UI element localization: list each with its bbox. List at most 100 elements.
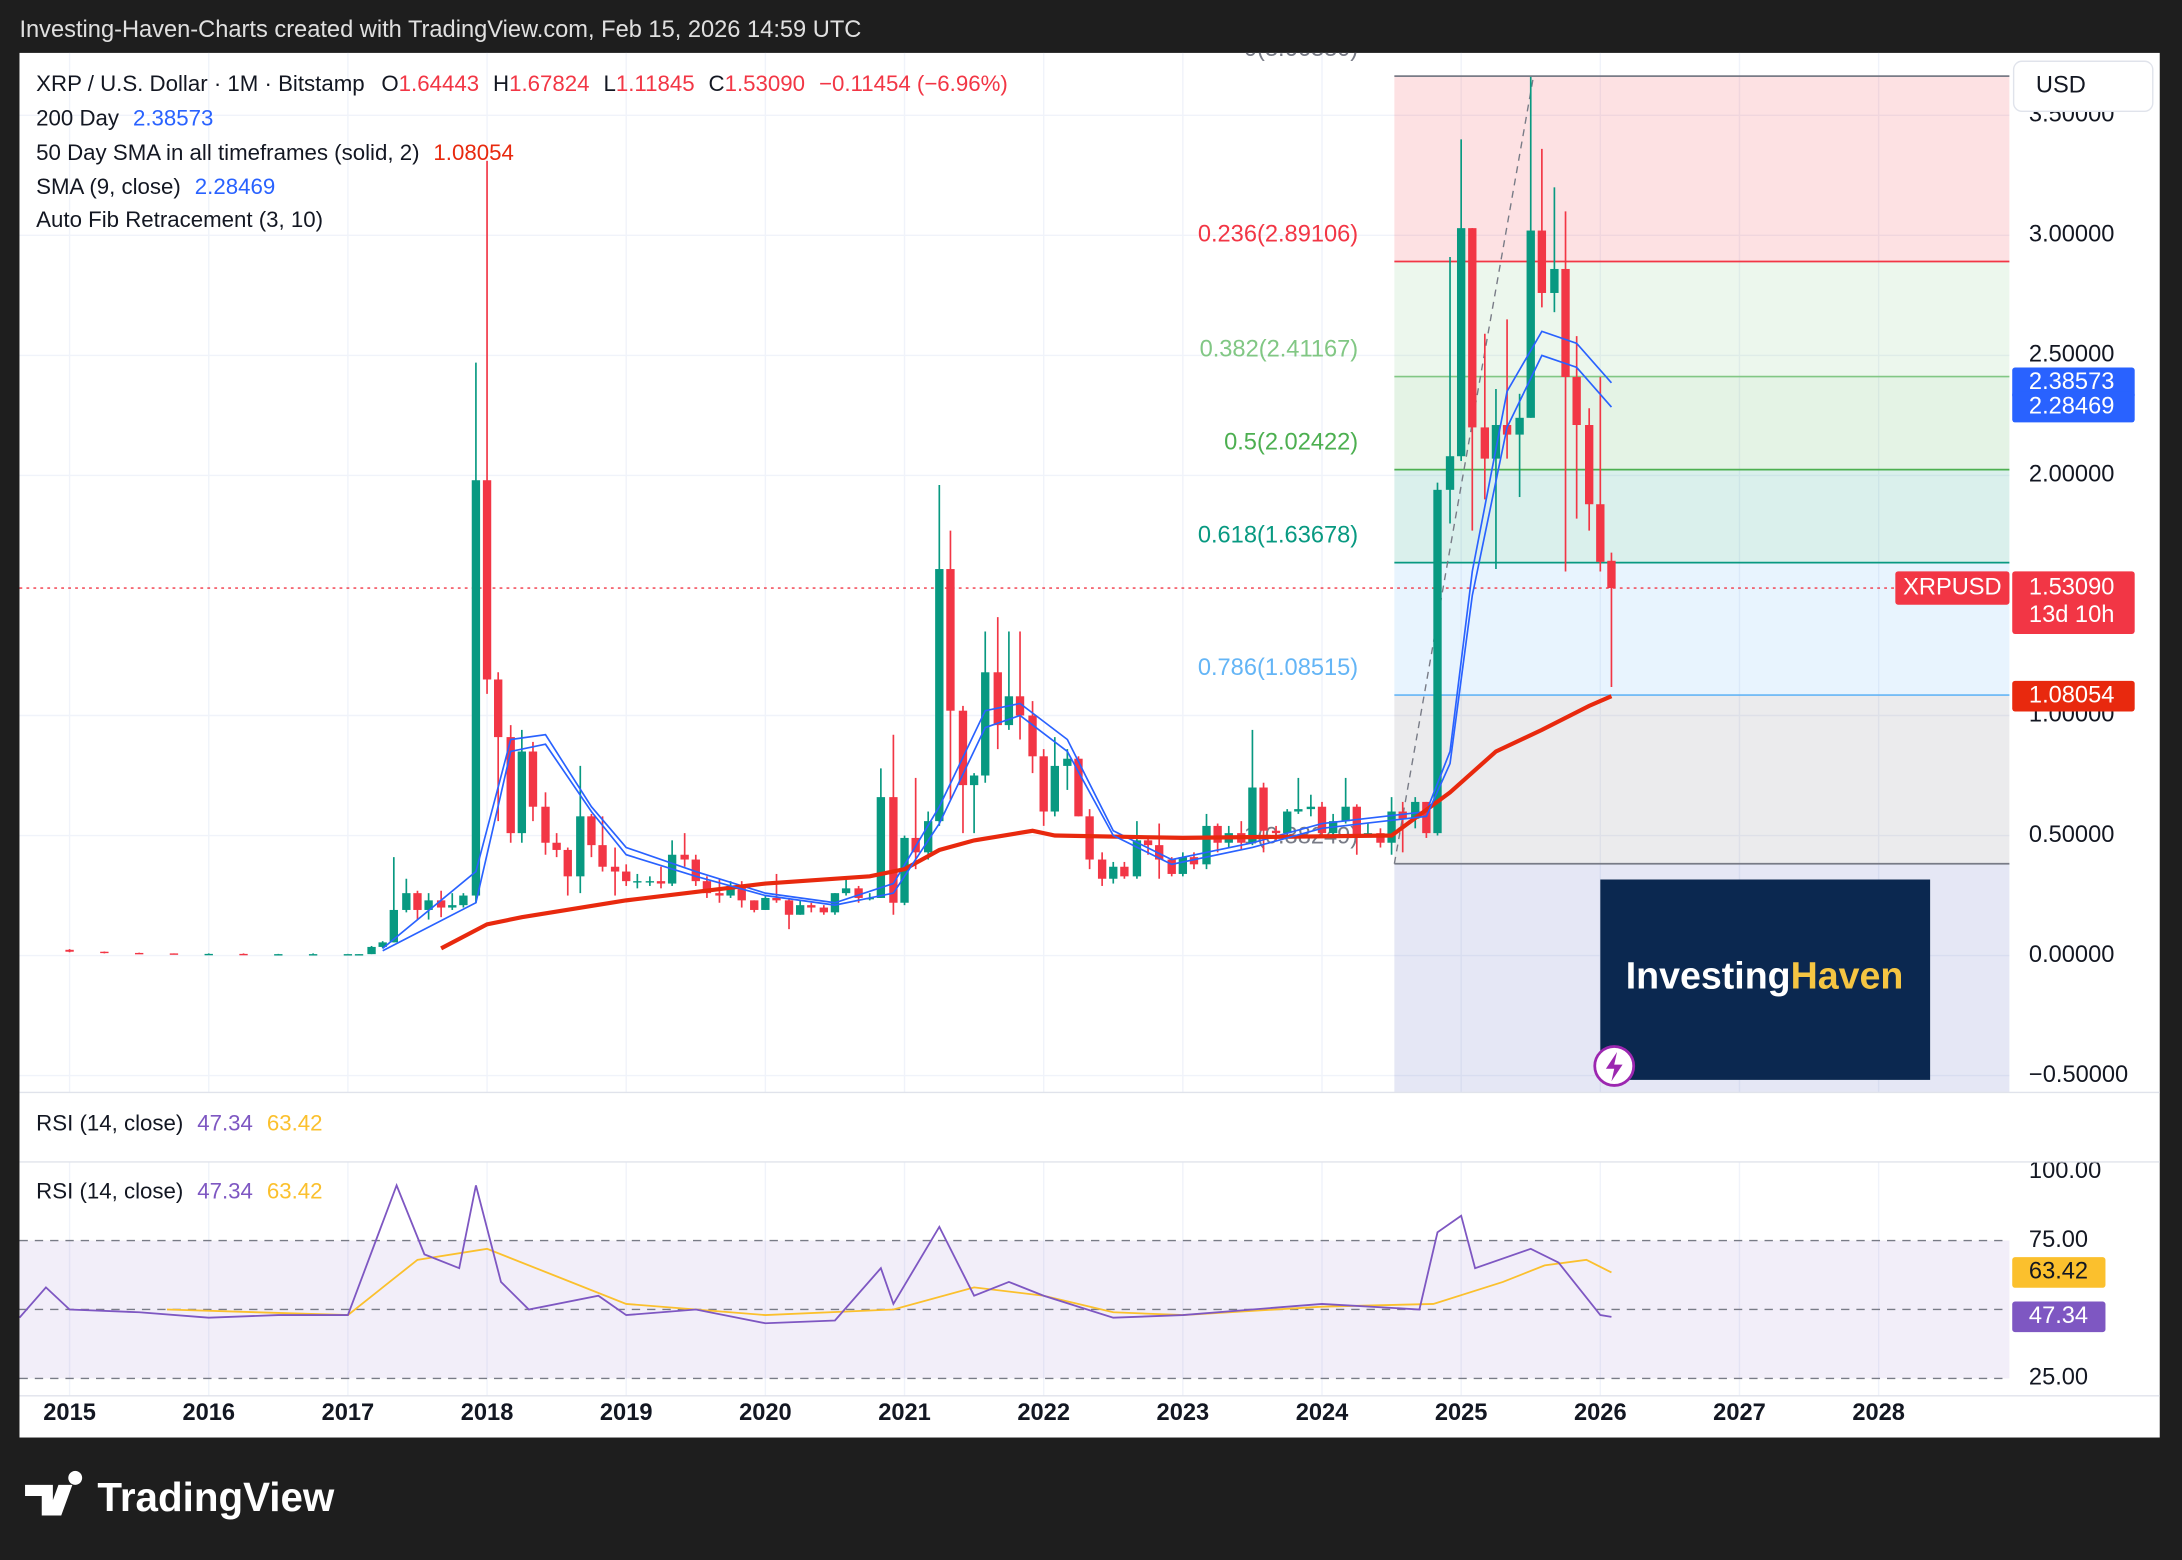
indicator-value: 1.08054 — [433, 140, 513, 165]
candle-body — [134, 952, 144, 955]
candle-body — [1433, 489, 1442, 834]
candle-body — [935, 569, 944, 822]
ohlc-key: O — [381, 71, 398, 96]
indicator-line — [382, 354, 1613, 952]
price-tag-label: 2.38573 — [2029, 369, 2114, 395]
change: −0.11454 (−6.96%) — [819, 71, 1008, 96]
candle-body — [656, 881, 666, 884]
legend-line: 50 Day SMA in all timeframes (solid, 2) 1… — [36, 140, 514, 165]
brand-text: InvestingHaven — [1626, 954, 1904, 996]
candle-body — [981, 672, 990, 776]
candle-body — [1248, 787, 1257, 843]
candle-body — [274, 954, 283, 956]
price-tag-label: 2.28469 — [2029, 393, 2114, 419]
x-tick-label: 2022 — [1017, 1400, 1070, 1426]
candle-body — [1561, 268, 1570, 377]
candle-body — [424, 900, 433, 910]
candle-body — [1004, 696, 1014, 726]
x-tick-label: 2024 — [1296, 1400, 1349, 1426]
rsi-value: 63.42 — [267, 1110, 323, 1135]
candle-body — [889, 797, 898, 903]
ohlc-key: L — [603, 71, 615, 96]
candle-body — [1294, 809, 1303, 812]
candle-body — [552, 842, 561, 850]
candle-body — [737, 885, 746, 901]
candle-body — [471, 480, 481, 896]
x-tick-label: 2028 — [1852, 1400, 1905, 1426]
candle-body — [680, 854, 689, 860]
candle-body — [1189, 857, 1199, 865]
y-tick-label: 0.50000 — [2029, 822, 2114, 848]
candle-body — [1063, 758, 1072, 766]
x-tick-label: 2016 — [182, 1400, 235, 1426]
price-tag — [2012, 367, 2135, 399]
last-price-tag — [2012, 571, 2135, 634]
candle-body — [541, 806, 550, 843]
candle-body — [795, 905, 805, 915]
price-tag — [2012, 391, 2135, 423]
rsi-tag-label: 63.42 — [2029, 1259, 2088, 1285]
candle-body — [691, 859, 700, 882]
candle-body — [1376, 833, 1385, 843]
rsi-value: 47.34 — [197, 1110, 253, 1135]
ohlc-key: H — [493, 71, 509, 96]
price-tag-label: 1.08054 — [2029, 682, 2114, 708]
candle-body — [239, 953, 248, 956]
indicator-name: 50 Day SMA in all timeframes (solid, 2) — [36, 140, 419, 165]
candle-body — [854, 888, 863, 898]
last-price-label: 1.53090 — [2029, 574, 2114, 600]
candle-body — [1109, 866, 1118, 879]
candle-body — [448, 905, 457, 908]
x-tick-label: 2017 — [322, 1400, 375, 1426]
candle-body — [702, 881, 712, 894]
rsi-line — [19, 1182, 1612, 1325]
fib-label: 0.618(1.63678) — [1198, 522, 1358, 548]
candle-body — [726, 885, 735, 896]
x-tick-label: 2026 — [1574, 1400, 1627, 1426]
candle-body — [1456, 228, 1466, 457]
ohlc-value: 1.53090 — [725, 71, 805, 96]
fib-zone — [1394, 469, 2010, 563]
candle-body — [1411, 801, 1420, 819]
rsi-tick-label: 75.00 — [2029, 1227, 2088, 1253]
candle-body — [576, 816, 585, 877]
x-tick-label: 2020 — [739, 1400, 792, 1426]
candle-body — [876, 797, 886, 898]
currency-label: USD — [2036, 73, 2086, 99]
fib-zone — [1394, 76, 2010, 262]
indicator-line — [382, 330, 1613, 950]
candle-body — [1050, 765, 1059, 812]
brand-box — [1600, 879, 1931, 1080]
candle-body — [1526, 230, 1535, 418]
ohlc-value: 1.67824 — [509, 71, 589, 96]
candle-body — [343, 954, 353, 956]
rsi-tag — [2012, 1257, 2106, 1288]
candle-body — [1585, 425, 1594, 505]
fib-label: 0.786(1.08515) — [1198, 655, 1358, 681]
candle-body — [924, 821, 933, 853]
candle-body — [1039, 756, 1048, 812]
price-tag — [2012, 680, 2135, 712]
candle-body — [807, 905, 816, 908]
candle-body — [1306, 806, 1316, 810]
y-tick-label: 0.00000 — [2029, 942, 2114, 968]
candle-body — [506, 737, 515, 834]
rsi-line — [166, 1247, 1612, 1316]
footer-logo: TradingView — [97, 1474, 335, 1520]
fib-label: 0.382(2.41167) — [1200, 336, 1359, 362]
chart-panel — [19, 52, 2160, 1438]
candle-body — [308, 954, 318, 956]
symbol: XRP / U.S. Dollar · 1M · Bitstamp — [36, 71, 364, 96]
candle-body — [715, 893, 724, 896]
indicator-value: 2.38573 — [133, 106, 213, 131]
candle-body — [1515, 417, 1524, 435]
fib-label: 0(3.66330) — [1244, 36, 1358, 62]
x-tick-label: 2015 — [43, 1400, 96, 1426]
brand-first: Investing — [1626, 954, 1791, 996]
rsi-tag-label: 47.34 — [2029, 1303, 2088, 1329]
legend-line: Auto Fib Retracement (3, 10) — [36, 207, 323, 232]
countdown: 13d 10h — [2029, 602, 2114, 628]
candle-body — [1167, 859, 1176, 874]
candle-body — [482, 480, 492, 680]
